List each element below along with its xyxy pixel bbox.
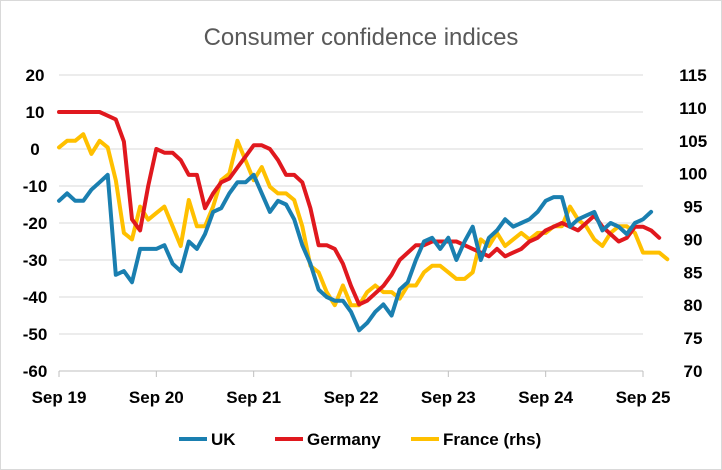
left-tick-label: -30 [23, 251, 48, 270]
right-tick-label: 105 [679, 132, 707, 151]
legend: UK Germany France (rhs) [179, 430, 541, 449]
x-tick-label: Sep 22 [324, 388, 379, 407]
x-tick-label: Sep 24 [518, 388, 573, 407]
right-axis-ticks: 115 110 105 100 95 90 85 80 75 70 [679, 66, 707, 381]
series-line-uk [57, 172, 654, 333]
chart-title: Consumer confidence indices [204, 24, 519, 51]
left-tick-label: 20 [26, 66, 45, 85]
legend-label: Germany [307, 430, 381, 449]
left-tick-label: -10 [23, 177, 48, 196]
series-lines [57, 110, 670, 333]
legend-label: UK [211, 430, 236, 449]
left-tick-label: -50 [23, 325, 48, 344]
x-tick-label: Sep 19 [32, 388, 87, 407]
x-tick-label: Sep 20 [129, 388, 184, 407]
right-tick-label: 115 [679, 66, 706, 85]
right-tick-label: 100 [679, 165, 707, 184]
x-tick-label: Sep 23 [421, 388, 476, 407]
x-axis: Sep 19 Sep 20 Sep 21 Sep 22 Sep 23 Sep 24 Sep … [32, 370, 671, 407]
left-tick-label: -20 [23, 214, 48, 233]
x-tick-label: Sep 21 [226, 388, 281, 407]
right-tick-label: 80 [684, 296, 703, 315]
right-tick-label: 90 [684, 230, 703, 249]
right-tick-label: 95 [684, 198, 703, 217]
left-tick-label: -60 [23, 362, 48, 381]
x-tick-label: Sep 25 [616, 388, 671, 407]
left-tick-label: -40 [23, 288, 48, 307]
right-tick-label: 85 [684, 263, 703, 282]
right-tick-label: 110 [679, 99, 706, 118]
left-tick-label: 0 [30, 140, 39, 159]
right-tick-label: 70 [684, 362, 703, 381]
legend-label: France (rhs) [443, 430, 541, 449]
series-line-germany [57, 110, 662, 307]
left-tick-label: 10 [26, 103, 45, 122]
right-tick-label: 75 [684, 329, 703, 348]
left-axis-ticks: 20 10 0 -10 -20 -30 -40 -50 -60 [23, 66, 48, 381]
